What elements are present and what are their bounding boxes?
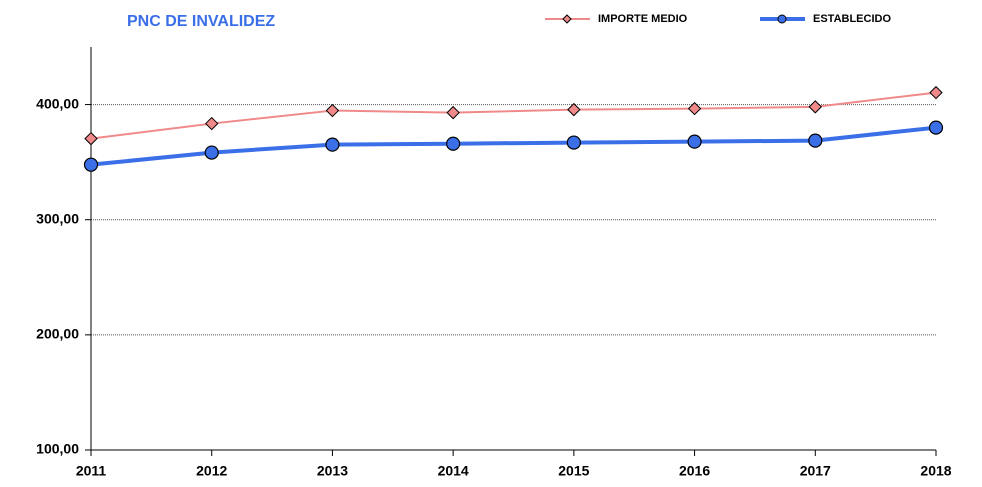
data-point: [687, 101, 702, 116]
data-point: [566, 135, 581, 150]
x-tick-label: 2015: [558, 463, 589, 479]
series-line: [90, 91, 937, 140]
y-tick-label: 200,00: [36, 326, 79, 342]
x-tick-label: 2014: [438, 463, 469, 479]
legend-label: IMPORTE MEDIO: [598, 13, 688, 25]
series-line: [90, 125, 937, 167]
data-point: [808, 100, 822, 114]
data-point: [808, 133, 823, 148]
legend-marker: [562, 14, 572, 24]
y-tick-label: 400,00: [36, 95, 79, 111]
x-tick-label: 2012: [196, 463, 227, 479]
y-tick-label: 100,00: [36, 441, 79, 457]
data-point: [204, 145, 219, 160]
legend-marker: [777, 14, 787, 24]
x-tick-label: 2018: [920, 463, 951, 479]
data-point: [205, 116, 219, 131]
data-point: [567, 102, 581, 117]
data-point: [325, 137, 340, 152]
legend-label: ESTABLECIDO: [813, 13, 891, 25]
y-tick-label: 300,00: [36, 210, 79, 226]
x-tick-label: 2017: [800, 463, 831, 479]
chart-title: PNC DE INVALIDEZ: [127, 13, 275, 30]
x-tick-label: 2011: [76, 463, 107, 479]
data-point: [325, 103, 340, 118]
data-point: [446, 105, 460, 120]
data-point: [83, 157, 99, 172]
data-point: [929, 85, 943, 100]
data-point: [928, 120, 944, 135]
data-point: [84, 131, 98, 146]
data-point: [446, 136, 461, 151]
data-point: [687, 134, 702, 149]
x-tick-label: 2016: [679, 463, 710, 479]
x-tick-label: 2013: [317, 463, 348, 479]
